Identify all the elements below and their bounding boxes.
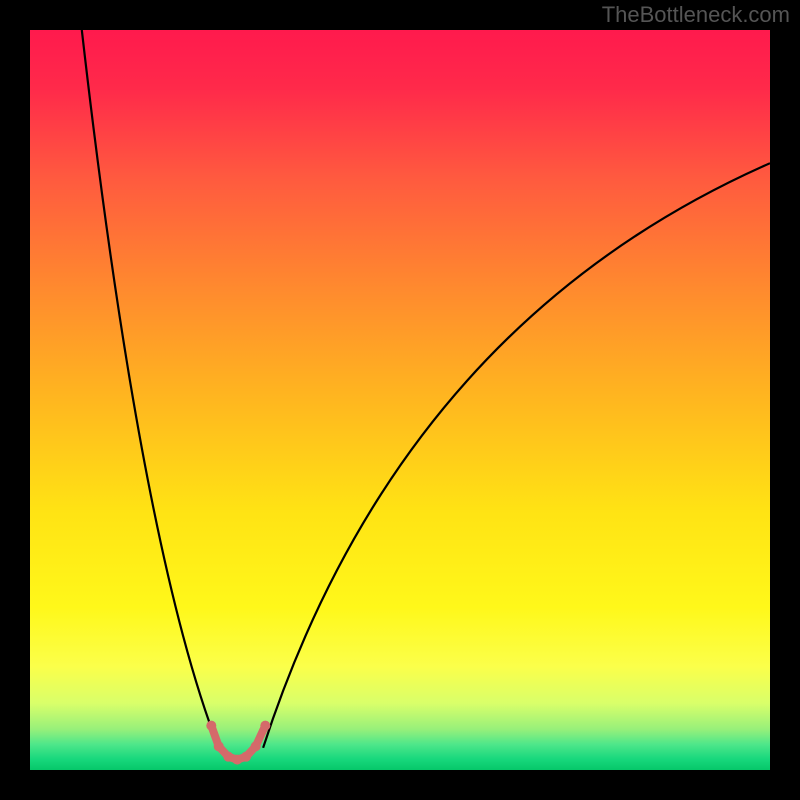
sweet-spot-dot: [223, 752, 233, 762]
sweet-spot-dot: [232, 755, 242, 765]
sweet-spot-dot: [206, 721, 216, 731]
chart-canvas: TheBottleneck.com: [0, 0, 800, 800]
sweet-spot-dot: [251, 741, 261, 751]
gradient-background: [30, 30, 770, 770]
plot-area: [30, 30, 770, 770]
plot-svg: [30, 30, 770, 770]
sweet-spot-dot: [241, 752, 251, 762]
sweet-spot-dot: [214, 741, 224, 751]
sweet-spot-dot: [260, 721, 270, 731]
watermark-text: TheBottleneck.com: [602, 2, 790, 28]
